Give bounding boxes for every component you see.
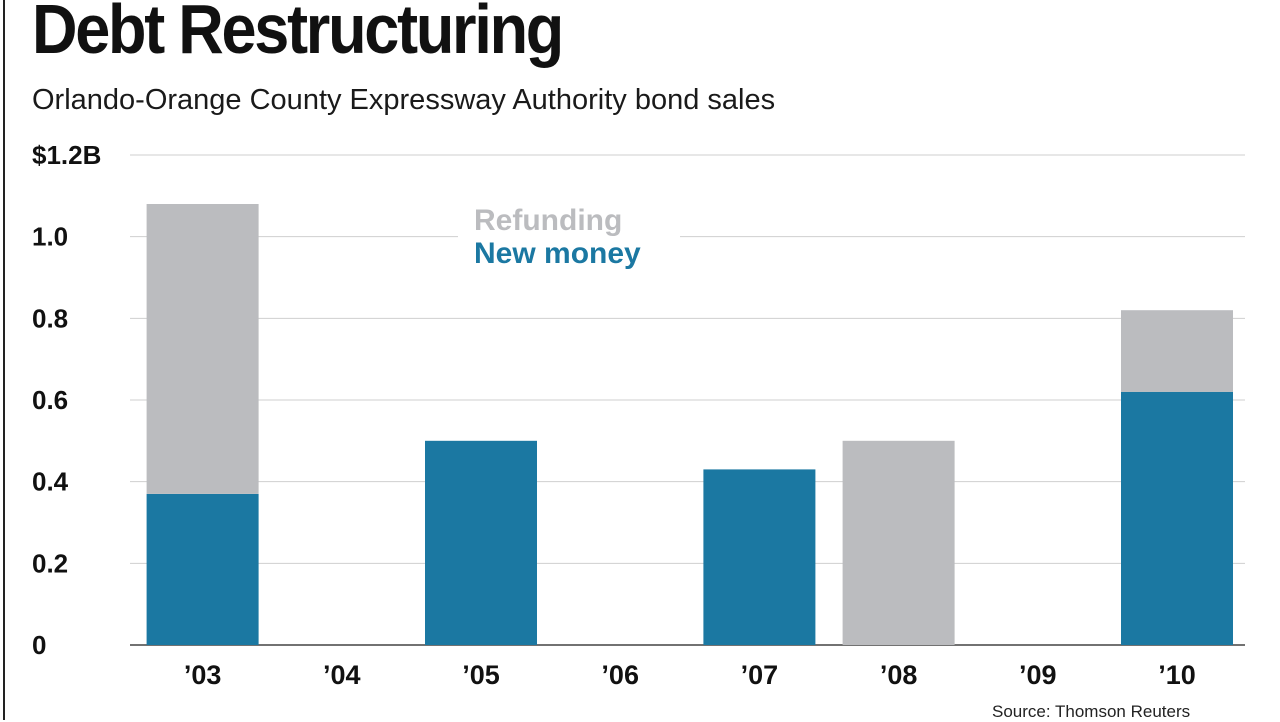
y-tick-label: 0.4 <box>32 467 69 497</box>
bar-new-money <box>703 469 816 645</box>
x-tick-label: ’04 <box>323 660 361 690</box>
chart-subtitle: Orlando-Orange County Expressway Authori… <box>32 84 776 116</box>
x-tick-label: ’08 <box>880 660 918 690</box>
x-tick-label: ’10 <box>1158 660 1196 690</box>
y-tick-label: $1.2B <box>32 140 101 170</box>
left-border-rule <box>3 0 5 720</box>
x-tick-label: ’03 <box>184 660 222 690</box>
axis-labels: 0 0.2 0.4 0.6 0.8 1.0 $1.2B ’03 ’04 ’05 ’06 ’07 ’08 ’… <box>32 140 1196 690</box>
bars <box>146 204 1233 645</box>
legend-new-money: New money <box>474 237 641 270</box>
x-tick-label: ’07 <box>741 660 779 690</box>
bar-refunding <box>842 440 955 645</box>
x-tick-label: ’06 <box>601 660 639 690</box>
bar-new-money <box>1121 391 1233 645</box>
x-tick-label: ’09 <box>1019 660 1057 690</box>
legend-background <box>458 202 680 272</box>
bar-new-money <box>146 493 259 645</box>
x-tick-label: ’05 <box>462 660 500 690</box>
y-tick-label: 0.8 <box>32 303 68 333</box>
legend-refunding: Refunding <box>474 204 622 237</box>
y-tick-label: 0.2 <box>32 548 68 578</box>
bar-refunding <box>146 204 259 494</box>
bar-refunding <box>1121 310 1233 392</box>
source-note: Source: Thomson Reuters <box>992 702 1191 721</box>
y-tick-label: 0 <box>32 630 46 660</box>
y-tick-label: 0.6 <box>32 385 68 415</box>
y-tick-label: 1.0 <box>32 222 68 252</box>
gridlines <box>130 154 1245 646</box>
bar-new-money <box>425 440 537 645</box>
chart-title: Debt Restructuring <box>32 0 564 68</box>
